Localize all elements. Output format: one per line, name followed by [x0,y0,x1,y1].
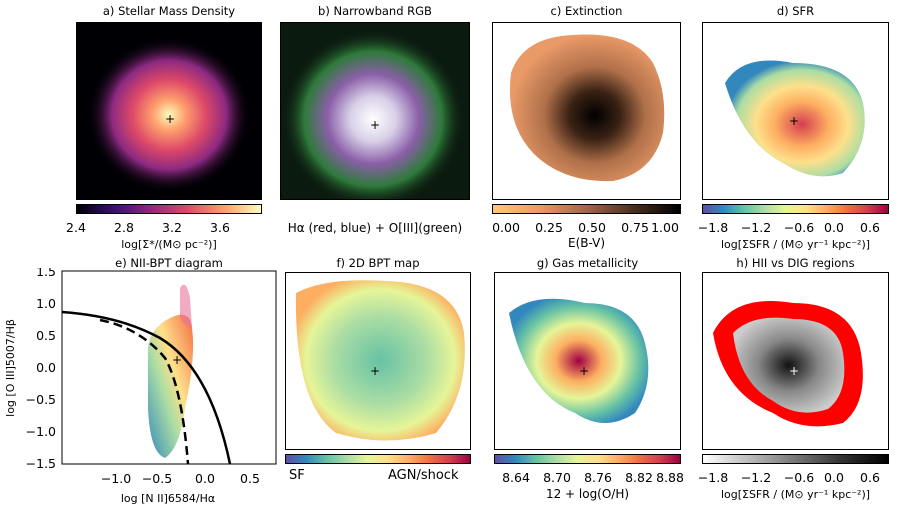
center-marker-d: + [789,114,799,128]
cbar-f-left: SF [289,468,305,483]
center-marker-f: + [370,364,380,378]
bpt-xtick: −1.0 [101,471,131,486]
bpt-ytick: −1.5 [26,456,56,471]
cbar-a-tick: 2.8 [114,220,134,235]
cbar-c-tick: 0.00 [492,220,520,235]
bpt-center-marker: + [172,353,182,367]
panel-b-title: b) Narrowband RGB [318,4,432,18]
sfr-map: + [702,22,889,200]
center-marker-h: + [789,364,799,378]
bpt-diagram: + −1.0 −0.5 0.0 0.5 1.5 1.0 0.5 0.0 −0.5… [4,268,277,505]
bpt-ytick: 1.0 [36,296,56,311]
cbar-d-label: log[ΣSFR / (M⊙ yr⁻¹ kpc⁻²)] [720,238,871,251]
bpt-xtick: −0.5 [142,471,172,486]
extinction-map [492,22,681,200]
cbar-a-label: log[Σ*/(M⊙ pc⁻²)] [121,238,217,251]
panel-c-title: c) Extinction [550,4,623,18]
stellar-mass-map: + [76,22,262,200]
cbar-d-tick: −0.6 [783,220,815,235]
cbar-c-tick: 1.00 [651,220,679,235]
cbar-h-tick: −0.6 [783,470,815,485]
cbar-h-tick: 0.0 [824,470,844,485]
cbar-h-tick: 0.6 [860,470,880,485]
cbar-g-label: 12 + log(O/H) [545,487,630,501]
bpt-ytick: 0.5 [36,328,56,343]
kewley-curve [61,310,232,465]
panel-f-title: f) 2D BPT map [336,256,420,270]
cbar-g-tick: 8.70 [543,470,571,485]
panel-d-title: d) SFR [776,4,815,18]
bpt-ytick: −0.5 [26,392,56,407]
cbar-g-tick: 8.82 [625,470,653,485]
colorbar-f [285,454,471,464]
colorbar-h [702,454,889,464]
rgb-caption: Hα (red, blue) + O[III](green) [287,221,463,235]
cbar-a-tick: 3.2 [162,220,182,235]
bpt-ylabel: log [O III]5007/Hβ [4,319,17,417]
cbar-f-right: AGN/shock [388,468,459,483]
cbar-h-tick: −1.8 [697,470,729,485]
center-marker-b: + [370,118,380,132]
bpt-xtick: 0.5 [240,471,260,486]
panel-h-title: h) HII vs DIG regions [736,256,855,270]
cbar-c-tick: 0.25 [535,220,563,235]
colorbar-c [492,204,681,214]
bpt-map: + [285,272,471,450]
hii-dig-map: + [702,272,889,450]
cbar-g-tick: 8.64 [502,470,530,485]
bpt-ytick: −1.0 [26,424,56,439]
center-marker-g: + [579,364,589,378]
colorbar-d [702,204,889,214]
kauffmann-curve [99,318,190,465]
cbar-c-tick: 0.75 [621,220,649,235]
cbar-d-tick: 0.0 [824,220,844,235]
cbar-h-tick: −1.2 [740,470,772,485]
cbar-d-tick: −1.8 [697,220,729,235]
cbar-d-tick: −1.2 [740,220,772,235]
panel-e-title: e) NII-BPT diagram [115,256,223,270]
colorbar-a [76,204,262,214]
cbar-d-tick: 0.6 [860,220,880,235]
cbar-c-label: E(B-V) [567,236,605,250]
bpt-xtick: 0.0 [195,471,215,486]
cbar-h-label: log[ΣSFR / (M⊙ yr⁻¹ kpc⁻²)] [720,488,871,501]
metallicity-map: + [494,272,681,450]
bpt-xlabel: log [N II]6584/Hα [121,492,215,505]
cbar-a-tick: 2.4 [66,220,86,235]
bpt-ytick: 0.0 [36,360,56,375]
narrowband-rgb-image: + [280,22,470,200]
panel-a-title: a) Stellar Mass Density [102,4,236,18]
panel-g-title: g) Gas metallicity [536,256,639,270]
cbar-a-tick: 3.6 [210,220,230,235]
cbar-c-tick: 0.50 [578,220,606,235]
center-marker-a: + [165,112,175,126]
cbar-g-tick: 8.76 [584,470,612,485]
cbar-g-tick: 8.88 [656,470,684,485]
colorbar-g [494,454,681,464]
bpt-ytick: 1.5 [36,268,56,279]
